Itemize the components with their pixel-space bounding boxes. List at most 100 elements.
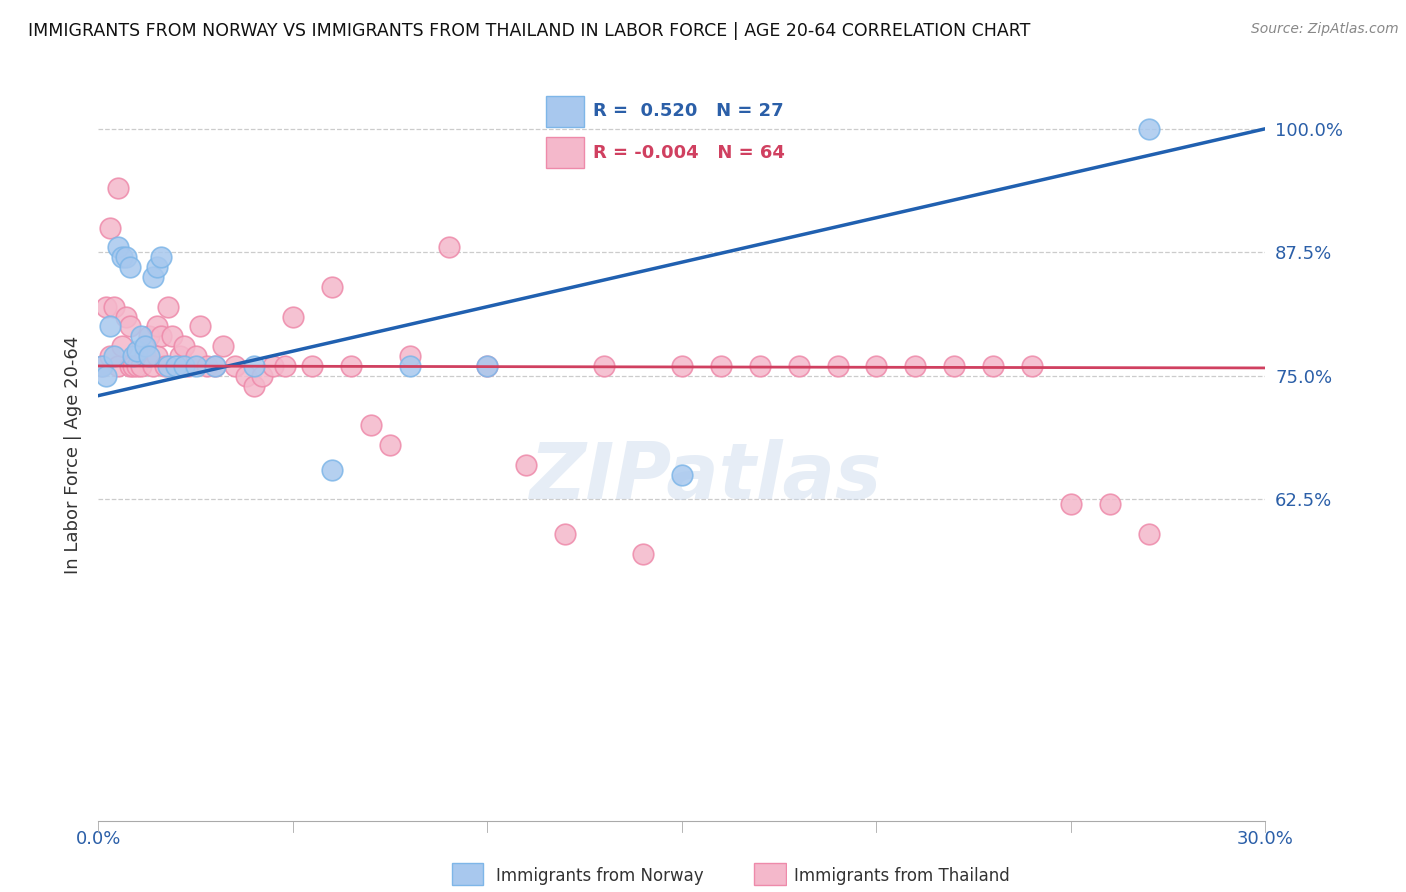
Point [118,260,141,274]
Bar [546,96,585,127]
Point [250,368,273,383]
Point [103,300,125,314]
Point [98,349,121,363]
Point [477,359,499,373]
Point [111,339,134,353]
Point [184,349,207,363]
Point [149,250,172,264]
Point [165,359,187,373]
Text: R = -0.004   N = 64: R = -0.004 N = 64 [593,144,785,161]
Point [204,359,226,373]
Point [710,359,733,373]
Bar [451,863,484,885]
Point [98,220,121,235]
Point [129,329,152,343]
Point [321,463,343,477]
Point [177,359,200,373]
Point [96,368,118,383]
Point [1137,527,1160,541]
Point [281,310,304,324]
Point [149,329,172,343]
Point [360,418,382,433]
Point [146,349,169,363]
Point [173,339,195,353]
Point [904,359,927,373]
Point [122,359,145,373]
Point [943,359,966,373]
Point [107,240,129,254]
Point [142,270,165,285]
Point [1021,359,1043,373]
Point [157,300,180,314]
Point [398,349,420,363]
Point [138,329,160,343]
Point [142,359,165,373]
Point [129,359,152,373]
Text: Source: ZipAtlas.com: Source: ZipAtlas.com [1251,22,1399,37]
Point [671,359,693,373]
Point [671,467,693,482]
Point [1060,497,1083,511]
Text: Immigrants from Norway: Immigrants from Norway [496,867,704,885]
Bar [546,137,585,168]
Point [114,250,136,264]
Point [243,359,266,373]
Point [118,359,141,373]
Point [593,359,616,373]
Point [134,339,156,353]
Point [98,319,121,334]
Point [134,349,156,363]
Point [437,240,460,254]
Text: R =  0.520   N = 27: R = 0.520 N = 27 [593,103,785,120]
Point [787,359,810,373]
Bar [754,863,786,885]
Point [262,359,284,373]
Point [165,359,187,373]
Point [321,280,343,294]
Point [477,359,499,373]
Point [107,181,129,195]
Point [107,359,129,373]
Point [118,319,141,334]
Point [162,329,184,343]
Text: ZIPatlas: ZIPatlas [529,439,882,515]
Point [91,359,114,373]
Point [340,359,363,373]
Point [153,359,176,373]
Text: Immigrants from Thailand: Immigrants from Thailand [794,867,1010,885]
Text: IMMIGRANTS FROM NORWAY VS IMMIGRANTS FROM THAILAND IN LABOR FORCE | AGE 20-64 CO: IMMIGRANTS FROM NORWAY VS IMMIGRANTS FRO… [28,22,1031,40]
Point [91,359,114,373]
Point [146,260,169,274]
Point [127,344,149,359]
Point [235,368,257,383]
Point [981,359,1004,373]
Point [515,458,537,472]
Point [111,250,134,264]
Point [1098,497,1121,511]
Point [122,349,145,363]
Point [169,349,191,363]
Point [243,378,266,392]
Point [274,359,297,373]
Point [188,319,211,334]
Point [96,300,118,314]
Point [224,359,246,373]
Point [827,359,849,373]
Point [146,319,169,334]
Point [212,339,235,353]
Point [1137,121,1160,136]
Point [204,359,226,373]
Point [865,359,887,373]
Y-axis label: In Labor Force | Age 20-64: In Labor Force | Age 20-64 [63,335,82,574]
Point [301,359,323,373]
Point [127,359,149,373]
Point [103,349,125,363]
Point [748,359,770,373]
Point [184,359,207,373]
Point [378,438,402,452]
Point [157,359,180,373]
Point [195,359,218,373]
Point [138,349,160,363]
Point [631,547,654,561]
Point [554,527,576,541]
